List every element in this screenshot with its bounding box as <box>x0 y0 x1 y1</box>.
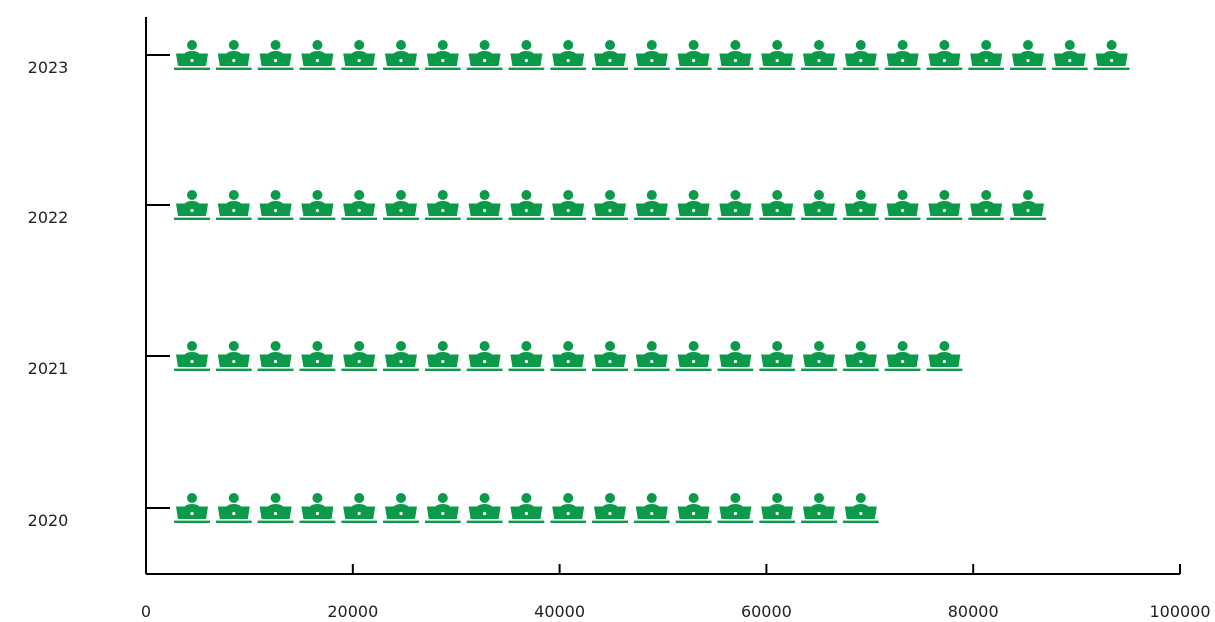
person-at-laptop-icon <box>675 341 712 371</box>
person-at-laptop-icon <box>633 341 670 371</box>
person-at-laptop-icon <box>299 493 336 523</box>
person-at-laptop-icon <box>592 341 628 371</box>
person-at-laptop-icon <box>801 190 837 220</box>
icon-row-2023 <box>174 40 1130 70</box>
person-at-laptop-icon <box>299 341 336 371</box>
person-at-laptop-icon <box>299 190 336 220</box>
person-at-laptop-icon <box>508 40 545 70</box>
icon-row-2022 <box>174 190 1046 220</box>
person-at-laptop-icon <box>633 190 670 220</box>
person-at-laptop-icon <box>299 40 336 70</box>
person-at-laptop-icon <box>341 190 378 220</box>
person-at-laptop-icon <box>174 341 210 371</box>
person-at-laptop-icon <box>215 40 252 70</box>
person-at-laptop-icon <box>257 190 294 220</box>
person-at-laptop-icon <box>717 40 754 70</box>
person-at-laptop-icon <box>550 493 587 523</box>
person-at-laptop-icon <box>842 190 879 220</box>
person-at-laptop-icon <box>633 493 670 523</box>
person-at-laptop-icon <box>508 190 545 220</box>
person-at-laptop-icon <box>1051 40 1088 70</box>
person-at-laptop-icon <box>675 190 712 220</box>
person-at-laptop-icon <box>215 493 252 523</box>
person-at-laptop-icon <box>884 190 921 220</box>
person-at-laptop-icon <box>759 40 796 70</box>
person-at-laptop-icon <box>717 190 754 220</box>
x-tick-label: 20000 <box>327 602 378 621</box>
y-tick-label: 2021 <box>28 359 69 378</box>
person-at-laptop-icon <box>174 190 210 220</box>
person-at-laptop-icon <box>550 341 587 371</box>
person-at-laptop-icon <box>508 493 545 523</box>
person-at-laptop-icon <box>592 493 628 523</box>
person-at-laptop-icon <box>424 341 461 371</box>
person-at-laptop-icon <box>1093 40 1130 70</box>
person-at-laptop-icon <box>383 341 419 371</box>
person-at-laptop-icon <box>215 341 252 371</box>
person-at-laptop-icon <box>968 40 1005 70</box>
person-at-laptop-icon <box>759 190 796 220</box>
person-at-laptop-icon <box>341 493 378 523</box>
x-tick-label: 80000 <box>948 602 999 621</box>
person-at-laptop-icon <box>1010 190 1046 220</box>
person-at-laptop-icon <box>341 341 378 371</box>
person-at-laptop-icon <box>174 493 210 523</box>
person-at-laptop-icon <box>592 40 628 70</box>
person-at-laptop-icon <box>550 190 587 220</box>
person-at-laptop-icon <box>383 190 419 220</box>
person-at-laptop-icon <box>174 40 210 70</box>
person-at-laptop-icon <box>842 40 879 70</box>
person-at-laptop-icon <box>842 341 879 371</box>
person-at-laptop-icon <box>801 493 837 523</box>
person-at-laptop-icon <box>675 40 712 70</box>
person-at-laptop-icon <box>675 493 712 523</box>
icon-rows <box>174 40 1130 523</box>
person-at-laptop-icon <box>257 40 294 70</box>
person-at-laptop-icon <box>968 190 1005 220</box>
person-at-laptop-icon <box>926 341 963 371</box>
person-at-laptop-icon <box>508 341 545 371</box>
person-at-laptop-icon <box>466 493 503 523</box>
person-at-laptop-icon <box>424 493 461 523</box>
person-at-laptop-icon <box>257 341 294 371</box>
x-axis: 0 20000 40000 60000 80000 100000 <box>141 564 1211 621</box>
person-at-laptop-icon <box>633 40 670 70</box>
x-tick-label: 40000 <box>534 602 585 621</box>
person-at-laptop-icon <box>383 493 419 523</box>
person-at-laptop-icon <box>926 40 963 70</box>
x-tick-label: 0 <box>141 602 151 621</box>
person-at-laptop-icon <box>717 341 754 371</box>
person-at-laptop-icon <box>884 40 921 70</box>
person-at-laptop-icon <box>466 341 503 371</box>
person-at-laptop-icon <box>466 190 503 220</box>
person-at-laptop-icon <box>842 493 879 523</box>
person-at-laptop-icon <box>257 493 294 523</box>
icon-row-2021 <box>174 341 963 371</box>
person-at-laptop-icon <box>424 190 461 220</box>
person-at-laptop-icon <box>801 40 837 70</box>
person-at-laptop-icon <box>215 190 252 220</box>
y-tick-label: 2023 <box>28 58 69 77</box>
person-at-laptop-icon <box>759 493 796 523</box>
person-at-laptop-icon <box>801 341 837 371</box>
icon-row-2020 <box>174 493 879 523</box>
person-at-laptop-icon <box>759 341 796 371</box>
person-at-laptop-icon <box>717 493 754 523</box>
person-at-laptop-icon <box>424 40 461 70</box>
y-tick-label: 2020 <box>28 511 69 530</box>
person-at-laptop-icon <box>341 40 378 70</box>
person-at-laptop-icon <box>884 341 921 371</box>
person-at-laptop-icon <box>383 40 419 70</box>
person-at-laptop-icon <box>926 190 963 220</box>
x-tick-label: 100000 <box>1149 602 1210 621</box>
person-at-laptop-icon <box>550 40 587 70</box>
y-tick-label: 2022 <box>28 208 69 227</box>
person-at-laptop-icon <box>466 40 503 70</box>
person-at-laptop-icon <box>592 190 628 220</box>
y-axis: 2020 2021 2022 2023 <box>28 17 170 574</box>
person-at-laptop-icon <box>1010 40 1046 70</box>
x-tick-label: 60000 <box>741 602 792 621</box>
